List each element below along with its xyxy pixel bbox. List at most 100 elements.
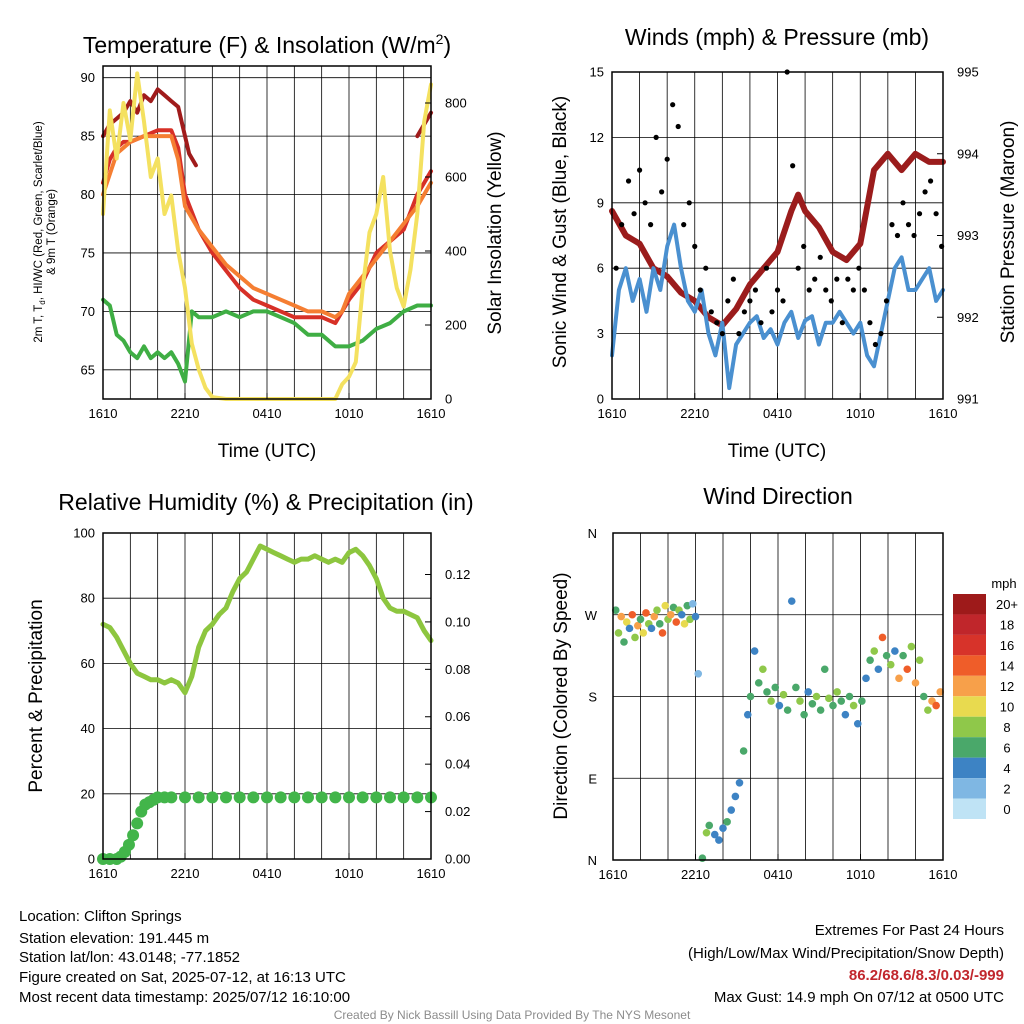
winds-series-2-point xyxy=(883,298,890,304)
winds-series-2-point xyxy=(900,200,906,206)
wind-direction-point xyxy=(611,606,620,615)
winds-series-2-point xyxy=(850,287,856,293)
temperature-right-axis-label: Solar Insolation (Yellow) xyxy=(485,131,506,334)
winds-series-2-point xyxy=(730,276,736,282)
humidity-panel: Relative Humidity (%) & Precipitation (i… xyxy=(26,489,474,881)
extremes-subtitle: (High/Low/Max Wind/Precipitation/Snow De… xyxy=(688,945,1004,962)
humidity-series-1-point xyxy=(179,791,191,804)
winds-series-2-point xyxy=(648,222,654,228)
wind-direction-point xyxy=(735,778,744,787)
humidity-series-1-point xyxy=(302,791,314,804)
wind-direction-y-tick-label: N xyxy=(588,853,597,868)
colorbar-label: 4 xyxy=(1003,761,1010,776)
winds-right-axis-label: Station Pressure (Maroon) xyxy=(998,121,1019,344)
wind-direction-point xyxy=(653,606,661,615)
humidity-series-1-point xyxy=(192,791,205,804)
wind-direction-point xyxy=(858,697,866,705)
wind-direction-x-tick-label: 1610 xyxy=(599,867,628,882)
wind-direction-point xyxy=(779,690,788,699)
winds-series-2-point xyxy=(659,189,665,195)
wind-direction-x-tick-label: 0410 xyxy=(764,867,793,882)
wind-direction-y-tick-label: W xyxy=(585,608,598,623)
colorbar-label: 8 xyxy=(1003,720,1010,735)
humidity-series-1-point xyxy=(315,791,328,804)
wind-direction-point xyxy=(672,618,681,626)
winds-series-2-point xyxy=(774,287,781,293)
speed-colorbar: mph 20+ 18 16 14 12 10 8 6 4 2 0 xyxy=(953,576,1018,819)
wind-direction-point xyxy=(924,706,932,714)
wind-direction-point xyxy=(691,612,700,621)
winds-y-right-tick-label: 993 xyxy=(957,228,979,243)
wind-direction-point xyxy=(775,701,784,710)
winds-x-tick-label: 1610 xyxy=(929,406,958,421)
winds-series-2-point xyxy=(769,309,775,315)
colorbar-swatch xyxy=(953,696,986,717)
wind-direction-point xyxy=(841,710,850,719)
winds-y-left-tick-label: 0 xyxy=(597,392,604,407)
wind-direction-point xyxy=(932,701,940,710)
winds-series-2-point xyxy=(861,287,867,293)
extremes-info: Extremes For Past 24 Hours (High/Low/Max… xyxy=(688,922,1004,1006)
wind-direction-point xyxy=(710,830,719,839)
wind-direction-point xyxy=(625,624,634,633)
temperature-x-tick-label: 0410 xyxy=(253,406,282,421)
wind-direction-panel: Wind Direction 1610 2210 0410 1010 1610NESWN… xyxy=(551,483,1018,882)
wind-direction-point xyxy=(907,642,916,651)
colorbar-swatch xyxy=(953,675,986,697)
wind-direction-point xyxy=(617,612,626,621)
winds-series-2-point xyxy=(878,331,884,337)
winds-series-2-point xyxy=(708,309,714,315)
wind-direction-point xyxy=(792,683,800,692)
winds-series-2-point xyxy=(894,232,901,239)
humidity-y-left-tick-label: 60 xyxy=(81,656,95,671)
wind-direction-point xyxy=(727,806,736,814)
winds-series-2-point xyxy=(780,298,786,304)
winds-series-2-point xyxy=(747,298,753,304)
wind-direction-point xyxy=(688,600,697,608)
wind-direction-point xyxy=(639,629,648,637)
colorbar-label: 10 xyxy=(1000,700,1014,715)
winds-series-2-point xyxy=(845,276,851,282)
wind-direction-point xyxy=(862,674,870,683)
winds-series-2-point xyxy=(719,331,725,337)
temperature-left-axis-label: 2m T, Td, HI/WC (Red, Green, Scarlet/Blu… xyxy=(33,121,58,342)
humidity-y-right-tick-label: 0.06 xyxy=(445,709,470,724)
colorbar-swatch xyxy=(953,655,986,676)
winds-series-2-point xyxy=(872,341,879,348)
temperature-y-left-tick-label: 70 xyxy=(81,304,95,319)
wind-direction-point xyxy=(783,706,792,714)
temperature-panel-title: Temperature (F) & Insolation (W/m2) xyxy=(83,31,451,58)
colorbar-label: 6 xyxy=(1003,740,1010,755)
temperature-y-left-tick-label: 80 xyxy=(81,187,95,202)
wind-direction-point xyxy=(866,656,874,664)
humidity-series-1-point xyxy=(127,829,140,842)
winds-series-2-point xyxy=(625,178,632,184)
wind-direction-point xyxy=(661,601,670,610)
humidity-series-1-point xyxy=(206,791,219,804)
wind-direction-point xyxy=(919,692,928,701)
winds-series-2-point xyxy=(653,134,659,140)
winds-y-right-tick-label: 994 xyxy=(957,146,979,161)
temperature-y-right-tick-label: 600 xyxy=(445,170,467,185)
temperature-x-tick-label: 1010 xyxy=(335,406,364,421)
wind-direction-point xyxy=(833,688,841,696)
wind-direction-point xyxy=(642,609,650,617)
temperature-x-tick-label: 2210 xyxy=(171,406,200,421)
wind-direction-point xyxy=(715,836,723,844)
wind-direction-point xyxy=(829,701,837,710)
temperature-y-left-tick-label: 75 xyxy=(81,245,95,260)
winds-series-2-point xyxy=(933,211,939,217)
winds-series-2-point xyxy=(736,331,742,337)
winds-series-2-point xyxy=(741,309,748,315)
humidity-y-right-tick-label: 0.08 xyxy=(445,662,470,677)
temperature-x-tick-label: 1610 xyxy=(89,406,118,421)
wind-direction-point xyxy=(903,665,912,674)
winds-series-2-point xyxy=(834,276,840,282)
wind-direction-point xyxy=(636,615,645,624)
temperature-series-3-line xyxy=(101,134,433,320)
humidity-y-left-tick-label: 0 xyxy=(88,852,95,867)
winds-series-2-point xyxy=(916,211,923,217)
wind-direction-point xyxy=(882,651,891,660)
winds-series-2-point xyxy=(631,211,637,217)
wind-direction-point xyxy=(895,674,903,683)
